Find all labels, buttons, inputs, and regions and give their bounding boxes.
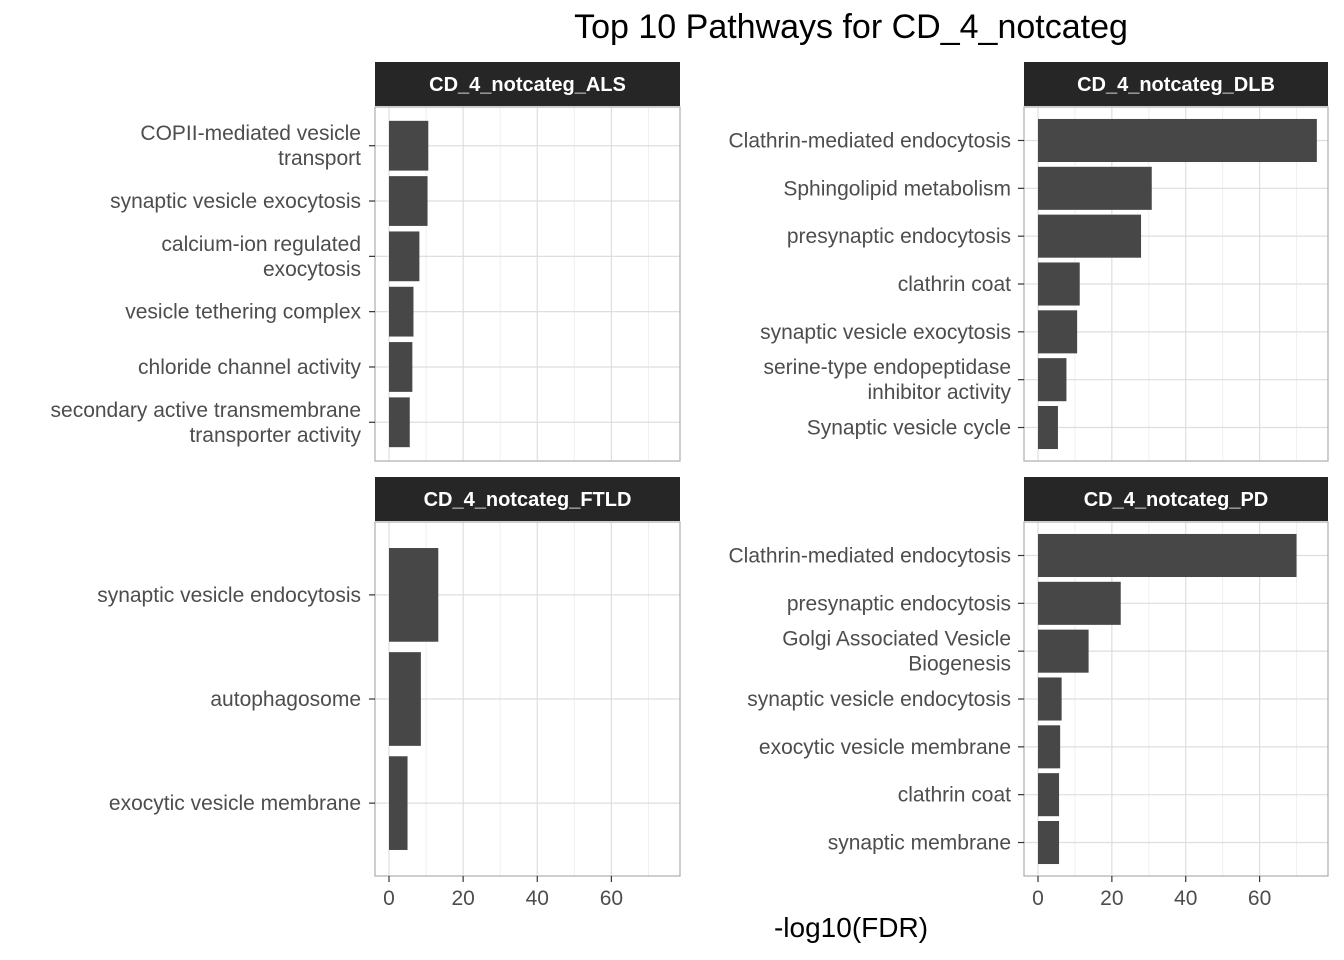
category-label: Clathrin-mediated endocytosis <box>729 129 1011 152</box>
chart-title: Top 10 Pathways for CD_4_notcateg <box>574 8 1128 46</box>
x-tick-label: 40 <box>526 887 549 910</box>
panel-border <box>374 106 681 462</box>
bar <box>1038 358 1067 402</box>
x-tick-label: 60 <box>600 887 623 910</box>
x-tick-label: 0 <box>383 887 395 910</box>
category-label: synaptic vesicle exocytosis <box>760 321 1011 344</box>
facet-strip <box>1024 62 1328 106</box>
category-label: transport <box>278 147 361 170</box>
category-label: exocytic vesicle membrane <box>759 736 1011 759</box>
category-label: clathrin coat <box>898 273 1011 296</box>
bar <box>1038 405 1058 450</box>
facet-strip <box>375 477 680 521</box>
bar <box>1038 820 1060 865</box>
x-tick-label: 60 <box>1248 887 1271 910</box>
category-label: Golgi Associated Vesicle <box>782 628 1011 651</box>
bar <box>1038 166 1152 210</box>
bar <box>1038 581 1121 625</box>
category-label: secondary active transmembrane <box>51 399 361 422</box>
bar <box>1038 725 1061 769</box>
bar <box>1038 533 1297 578</box>
bar <box>389 286 414 337</box>
bar <box>1038 773 1060 817</box>
bar <box>389 231 420 282</box>
bar <box>389 756 408 850</box>
category-label: chloride channel activity <box>138 356 361 379</box>
bar <box>1038 214 1142 258</box>
bar <box>1038 677 1062 721</box>
bar <box>389 176 428 226</box>
category-label: presynaptic endocytosis <box>787 592 1011 615</box>
category-label: synaptic vesicle exocytosis <box>110 190 361 213</box>
category-label: synaptic membrane <box>828 832 1011 855</box>
category-label: calcium-ion regulated <box>161 233 361 256</box>
x-tick-label: 40 <box>1174 887 1197 910</box>
category-label: vesicle tethering complex <box>125 301 361 324</box>
x-tick-label: 0 <box>1032 887 1044 910</box>
bar <box>389 397 410 448</box>
category-label: Clathrin-mediated endocytosis <box>729 544 1011 567</box>
category-label: serine-type endopeptidase <box>763 356 1011 379</box>
facet-strip-label: CD_4_notcateg_ALS <box>429 74 626 96</box>
category-label: synaptic vesicle endocytosis <box>747 688 1011 711</box>
bar <box>1038 310 1078 354</box>
category-label: Synaptic vesicle cycle <box>807 417 1011 440</box>
facet-strip-label: CD_4_notcateg_PD <box>1084 489 1269 511</box>
x-tick-label: 20 <box>451 887 474 910</box>
bar <box>389 342 413 392</box>
bar <box>1038 118 1317 163</box>
bar <box>1038 629 1089 673</box>
category-label: presynaptic endocytosis <box>787 225 1011 248</box>
category-label: Sphingolipid metabolism <box>783 177 1011 200</box>
bar <box>1038 262 1080 306</box>
bar <box>389 652 421 746</box>
bar <box>389 120 429 171</box>
category-label: exocytosis <box>263 258 361 281</box>
facet-strip-label: CD_4_notcateg_DLB <box>1077 74 1275 96</box>
category-label: synaptic vesicle endocytosis <box>97 584 361 607</box>
category-label: Biogenesis <box>908 653 1011 676</box>
category-label: inhibitor activity <box>867 381 1011 404</box>
x-tick-label: 20 <box>1100 887 1123 910</box>
category-label: exocytic vesicle membrane <box>109 792 361 815</box>
facet-strip <box>375 62 680 106</box>
bar <box>389 548 439 642</box>
category-label: COPII-mediated vesicle <box>140 122 361 145</box>
facet-strip-label: CD_4_notcateg_FTLD <box>424 489 632 511</box>
category-label: clathrin coat <box>898 784 1011 807</box>
category-label: transporter activity <box>189 424 361 447</box>
category-label: autophagosome <box>210 688 361 711</box>
facet-strip <box>1024 477 1328 521</box>
x-axis-title: -log10(FDR) <box>773 912 929 943</box>
